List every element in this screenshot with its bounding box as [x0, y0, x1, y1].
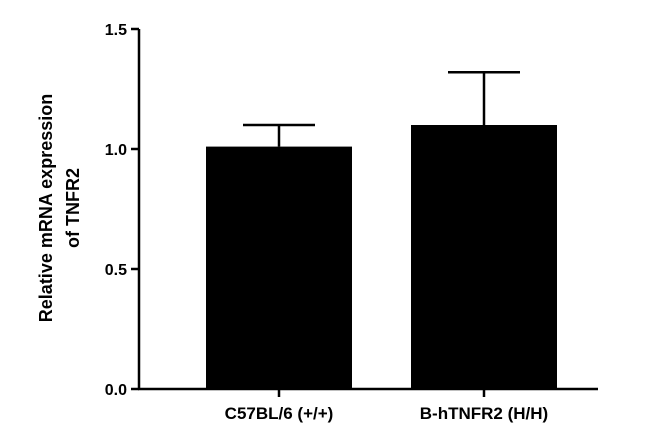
x-category-label: B-hTNFR2 (H/H)	[420, 404, 548, 423]
bar	[411, 125, 557, 389]
y-axis-title: Relative mRNA expression of TNFR2	[36, 94, 83, 322]
plot-area	[206, 70, 557, 389]
bar	[206, 146, 352, 389]
y-axis-title-line-1: Relative mRNA expression	[36, 94, 56, 322]
x-category-label: C57BL/6 (+/+)	[225, 404, 334, 423]
y-tick-label: 0.0	[105, 382, 127, 399]
y-tick-label: 1.5	[105, 22, 127, 39]
y-tick-label: 1.0	[105, 142, 127, 159]
y-axis-title-line-2: of TNFR2	[63, 168, 83, 248]
y-tick-label: 0.5	[105, 262, 127, 279]
